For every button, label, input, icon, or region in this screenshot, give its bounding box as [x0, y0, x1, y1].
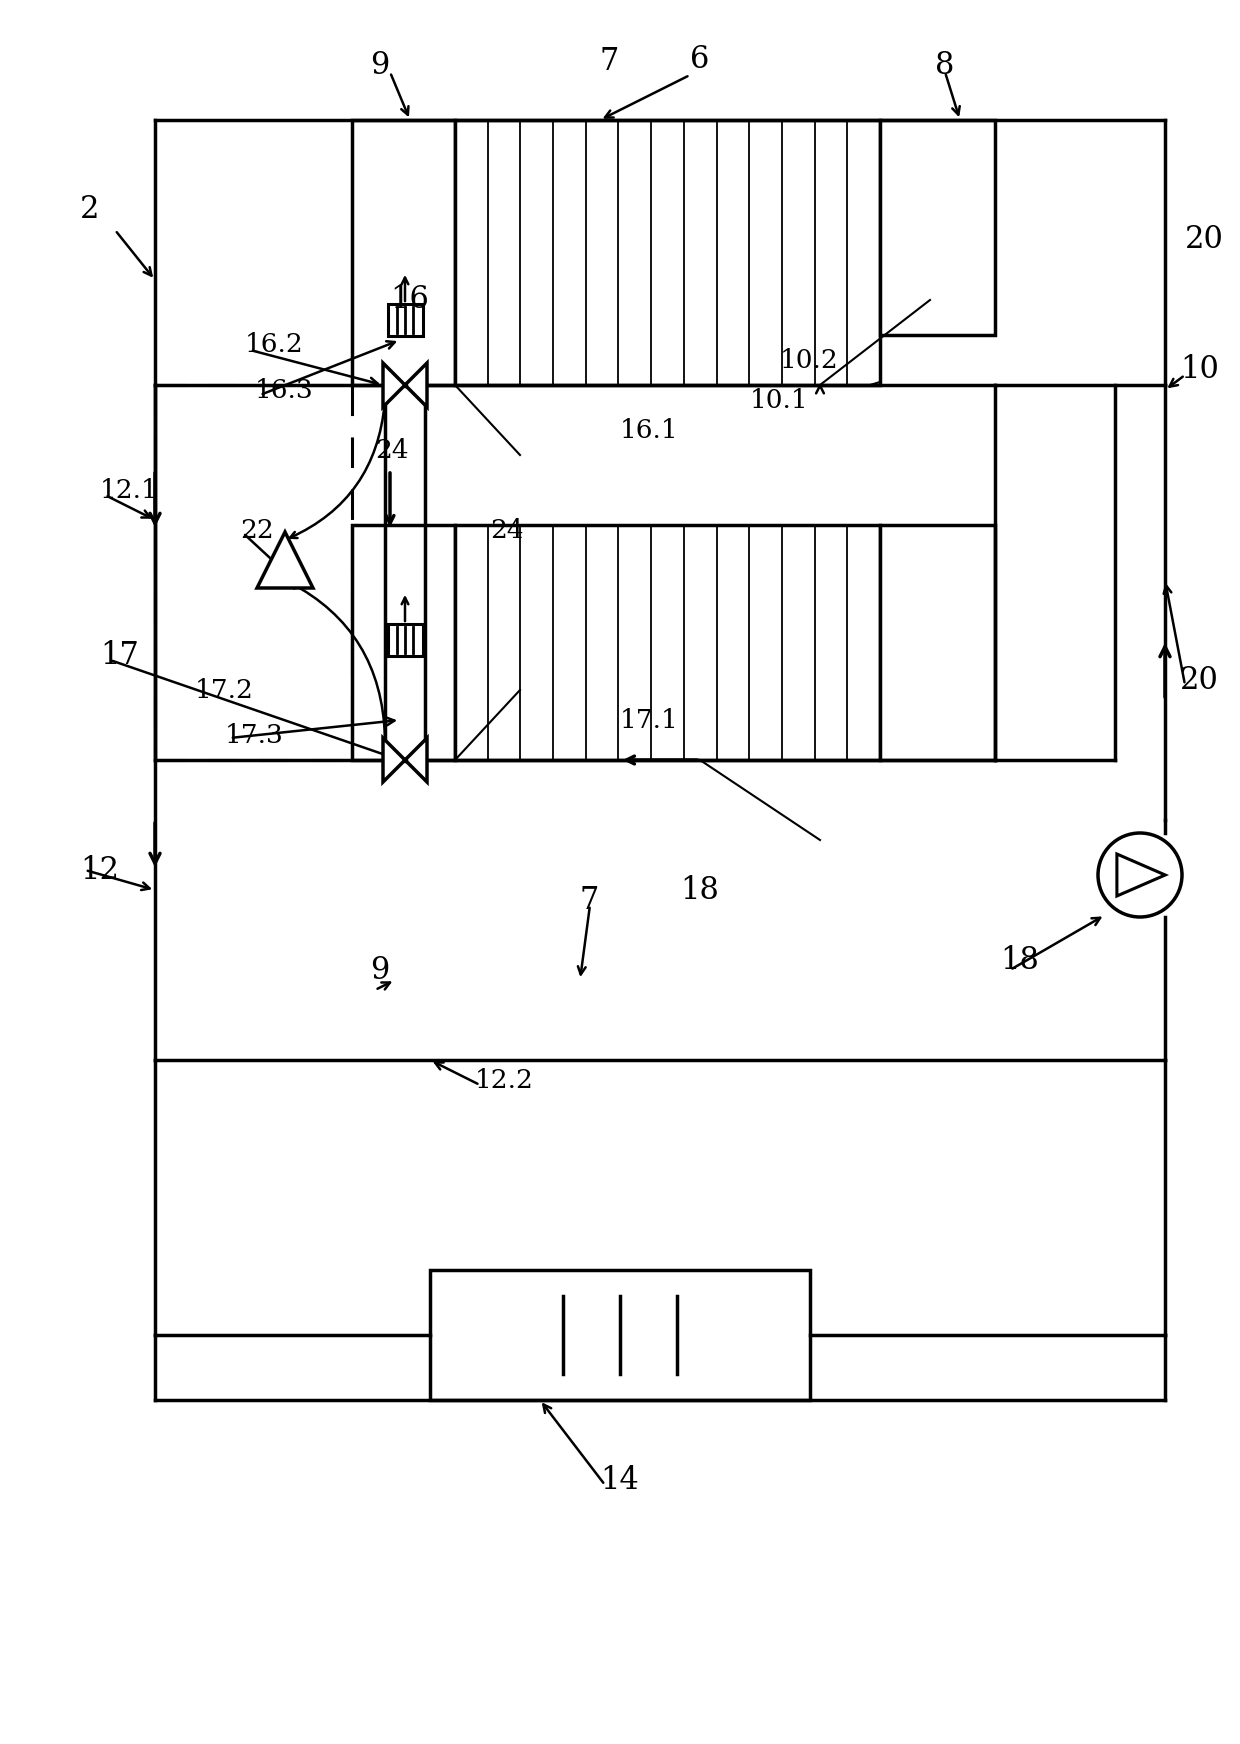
- Text: 10: 10: [1180, 354, 1219, 385]
- Text: 20: 20: [1185, 225, 1224, 256]
- Text: 7: 7: [580, 884, 599, 916]
- Text: 22: 22: [241, 518, 274, 542]
- Bar: [880, 525, 994, 760]
- Polygon shape: [1117, 855, 1166, 896]
- Text: 16.3: 16.3: [255, 377, 314, 403]
- Circle shape: [1097, 834, 1182, 917]
- Bar: [880, 120, 994, 335]
- Text: 18: 18: [999, 945, 1039, 975]
- Bar: [455, 120, 880, 385]
- Polygon shape: [257, 532, 312, 588]
- Text: 12: 12: [81, 855, 119, 886]
- Text: 14: 14: [600, 1465, 639, 1496]
- Polygon shape: [383, 363, 405, 406]
- Text: 17.2: 17.2: [195, 677, 254, 703]
- Polygon shape: [405, 363, 427, 406]
- Bar: [387, 303, 423, 337]
- Text: 7: 7: [600, 47, 619, 77]
- Text: 10.2: 10.2: [780, 347, 838, 373]
- Text: 18: 18: [680, 874, 719, 905]
- Text: 12.2: 12.2: [475, 1067, 534, 1092]
- Text: 16.2: 16.2: [246, 333, 304, 358]
- Bar: [455, 525, 880, 760]
- Bar: [352, 120, 455, 385]
- Bar: [387, 624, 423, 656]
- Text: 8: 8: [935, 49, 955, 80]
- Text: 17.3: 17.3: [224, 722, 284, 748]
- Polygon shape: [405, 738, 427, 781]
- Text: 24: 24: [490, 518, 523, 542]
- Bar: [430, 1270, 810, 1400]
- Text: 2: 2: [81, 195, 99, 225]
- Text: 17.1: 17.1: [620, 708, 678, 732]
- Text: 20: 20: [1180, 664, 1219, 696]
- Text: 17: 17: [100, 640, 139, 670]
- Text: 9: 9: [370, 954, 389, 985]
- Text: 16: 16: [391, 284, 429, 316]
- Text: 12.1: 12.1: [100, 478, 159, 502]
- Polygon shape: [383, 738, 405, 781]
- Text: 16.1: 16.1: [620, 417, 678, 443]
- Text: 9: 9: [370, 49, 389, 80]
- Bar: [352, 525, 455, 760]
- Text: 24: 24: [374, 438, 409, 462]
- Text: 6: 6: [689, 45, 709, 75]
- Text: 10.1: 10.1: [750, 387, 808, 413]
